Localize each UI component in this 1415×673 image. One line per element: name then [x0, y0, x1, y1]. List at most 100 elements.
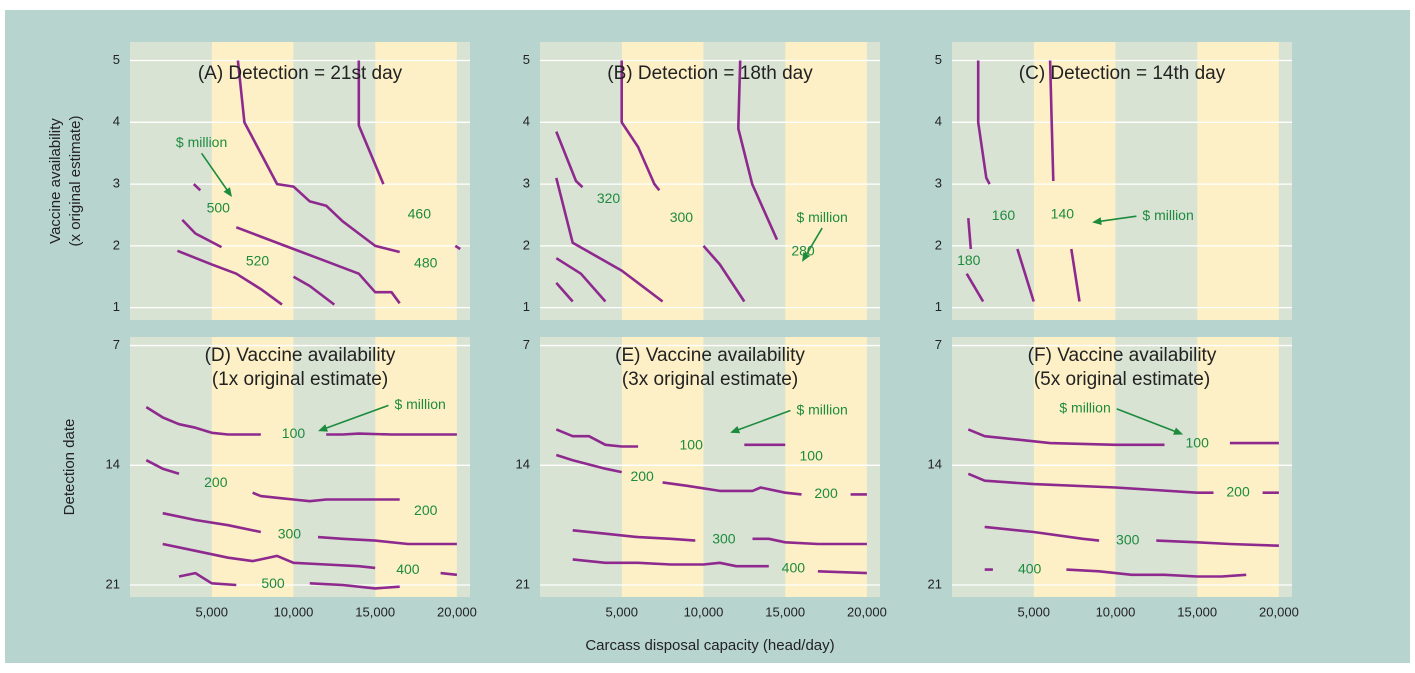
band	[130, 337, 212, 597]
y-tick-label: 5	[113, 52, 120, 67]
contour-label: 200	[1226, 483, 1250, 499]
contour-line	[192, 183, 401, 305]
band	[293, 42, 376, 320]
contour-line	[176, 249, 283, 306]
contour-label: 320	[597, 190, 621, 206]
contour-label: 200	[814, 485, 838, 501]
contour-line	[965, 217, 985, 303]
x-axis-label: Carcass disposal capacity (head/day)	[585, 637, 834, 654]
arrow-head	[730, 425, 741, 434]
contour-label: 300	[1116, 531, 1140, 547]
panel-title: (3x original estimate)	[622, 369, 798, 390]
contour-label: 100	[282, 425, 306, 441]
y-tick-label: 5	[523, 52, 530, 67]
band	[211, 337, 294, 597]
annotation: $ million	[1142, 207, 1193, 223]
contour-label: 160	[992, 207, 1016, 223]
contour-line	[967, 428, 1279, 447]
contour-label: 400	[1018, 560, 1042, 576]
y-tick-label: 3	[935, 176, 942, 191]
annotation-arrow	[1099, 215, 1137, 223]
contour-label: 400	[396, 561, 420, 577]
annotation-arrow	[737, 409, 791, 431]
arrow-head	[1173, 427, 1184, 435]
y-tick-label: 21	[516, 576, 530, 591]
contour-line	[620, 60, 746, 303]
panel-title: (E) Vaccine availability	[615, 345, 805, 366]
band	[952, 42, 1034, 320]
y-axis-label: Vaccine availability	[47, 118, 64, 244]
contour-line	[737, 60, 779, 241]
arrow-head	[802, 252, 811, 262]
band	[293, 337, 376, 597]
panel-title: (1x original estimate)	[212, 369, 388, 390]
annotation-arrow	[200, 152, 229, 191]
band	[866, 337, 880, 597]
x-tick-label: 20,000	[847, 604, 887, 619]
arrow-head	[1092, 217, 1102, 225]
band	[703, 42, 786, 320]
x-tick-label: 10,000	[1096, 604, 1136, 619]
x-tick-label: 5,000	[605, 604, 638, 619]
contour-line	[236, 60, 401, 254]
contour-label: 140	[1051, 206, 1075, 222]
contour-label: 300	[670, 209, 694, 225]
contour-label: 500	[207, 200, 231, 216]
band	[1197, 42, 1279, 320]
x-tick-label: 15,000	[1177, 604, 1217, 619]
contour-line	[967, 472, 1279, 494]
annotation-arrow	[805, 227, 823, 256]
band	[703, 337, 786, 597]
contour-label: 180	[957, 252, 981, 268]
y-tick-label: 7	[935, 337, 942, 352]
panel-title: (D) Vaccine availability	[205, 345, 396, 366]
arrow-head	[317, 424, 328, 432]
y-tick-label: 2	[935, 237, 942, 252]
x-tick-label: 5,000	[1017, 604, 1050, 619]
x-tick-label: 15,000	[355, 604, 395, 619]
y-tick-label: 5	[935, 52, 942, 67]
band	[540, 337, 622, 597]
panel-title: (F) Vaccine availability	[1028, 345, 1217, 366]
contour-line	[162, 511, 457, 546]
y-tick-label: 1	[935, 299, 942, 314]
contour-label: 300	[712, 530, 736, 546]
contour-label: 100	[680, 436, 704, 452]
band	[621, 337, 704, 597]
y-tick-label: 14	[516, 457, 530, 472]
contour-line	[984, 568, 1247, 578]
band	[1115, 42, 1198, 320]
y-tick-label: 21	[928, 576, 942, 591]
contour-label: 200	[204, 474, 228, 490]
contour-line	[984, 525, 1279, 547]
band	[1278, 337, 1292, 597]
contour-line	[357, 60, 461, 251]
x-tick-label: 5,000	[195, 604, 228, 619]
y-tick-label: 14	[106, 457, 120, 472]
x-tick-label: 20,000	[437, 604, 477, 619]
contour-line	[555, 131, 584, 189]
contour-line	[162, 542, 458, 577]
annotation: $ million	[394, 396, 445, 412]
annotation: $ million	[796, 401, 847, 417]
annotation-arrow	[1116, 408, 1176, 433]
annotation: $ million	[176, 134, 227, 150]
y-tick-label: 2	[113, 237, 120, 252]
contour-line	[555, 282, 574, 303]
contour-line	[555, 177, 664, 303]
band	[375, 42, 457, 320]
band	[621, 42, 704, 320]
contour-label: 100	[1186, 435, 1210, 451]
arrow-head	[223, 187, 232, 198]
x-tick-label: 20,000	[1259, 604, 1299, 619]
band	[130, 42, 212, 320]
contour-line	[178, 571, 400, 590]
band	[1197, 337, 1279, 597]
panel-title: (C) Detection = 14th day	[1019, 63, 1226, 84]
panel-title: (5x original estimate)	[1034, 369, 1210, 390]
contour-label: 500	[261, 575, 285, 591]
band	[456, 42, 470, 320]
band	[1033, 337, 1116, 597]
y-tick-label: 4	[113, 114, 120, 129]
